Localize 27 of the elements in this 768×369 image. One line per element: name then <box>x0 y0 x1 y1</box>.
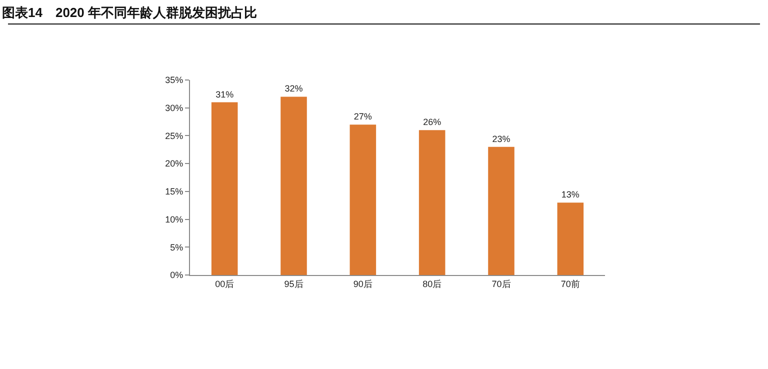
y-tick-label: 30% <box>165 103 184 114</box>
y-tick-label: 10% <box>165 214 184 224</box>
data-label: 13% <box>561 190 580 200</box>
chart-title: 图表14 2020 年不同年龄人群脱发困扰占比 <box>2 5 257 20</box>
data-label: 27% <box>354 112 372 122</box>
x-tick-label: 00后 <box>215 278 234 289</box>
data-label: 31% <box>216 89 234 100</box>
x-tick-label: 70前 <box>560 278 580 289</box>
x-tick-label: 80后 <box>422 278 442 289</box>
bar <box>280 96 307 275</box>
y-tick-label: 20% <box>165 158 184 169</box>
data-label: 32% <box>284 84 303 94</box>
x-tick-label: 70后 <box>492 278 511 289</box>
x-tick-label: 95后 <box>284 278 304 289</box>
bar <box>350 124 376 275</box>
bar <box>418 130 446 275</box>
y-tick-label: 25% <box>165 130 184 141</box>
bar <box>557 202 584 275</box>
y-tick-label: 0% <box>170 270 184 280</box>
x-tick-label: 90后 <box>353 278 372 289</box>
bar <box>488 146 514 275</box>
y-tick-label: 35% <box>165 75 184 86</box>
y-tick-label: 15% <box>165 186 184 197</box>
data-label: 23% <box>492 134 510 144</box>
y-tick-label: 5% <box>170 242 184 252</box>
bar <box>211 102 238 275</box>
data-label: 26% <box>423 117 442 128</box>
